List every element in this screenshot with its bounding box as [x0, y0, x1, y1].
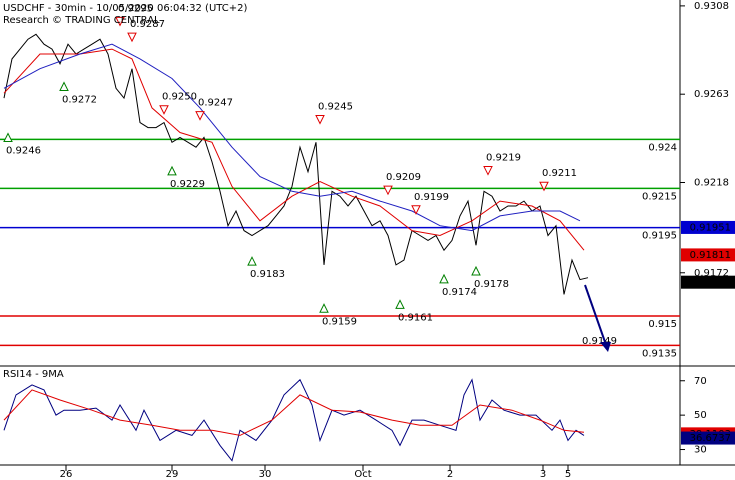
pivot-label: 0.9246 [6, 146, 41, 157]
value-box-label: 0.91811 [690, 250, 731, 261]
pivot-label: 0.9159 [322, 316, 357, 327]
series-line [3, 33, 589, 295]
pivot-marker [411, 205, 421, 215]
value-box-label: 36.6737 [690, 433, 731, 444]
pivot-marker [315, 115, 325, 125]
pivot-marker [539, 181, 549, 192]
main-panel: 0.9308 0.9263 0.9218 0.9172 0.924 0.9215 0.919… [0, 1, 735, 359]
y-tick-label: 30 [694, 445, 707, 456]
x-tick-label: 26 [60, 469, 73, 480]
value-box [681, 275, 735, 289]
value-box [681, 220, 735, 234]
y-tick-label: 0.9218 [694, 178, 729, 189]
pivot-label: 0.9199 [414, 192, 449, 203]
y-tick-label: 0.9172 [694, 268, 729, 279]
pivot-marker [159, 105, 169, 115]
forecast-arrow [584, 284, 606, 343]
pivot-marker [195, 111, 205, 121]
value-box [681, 248, 735, 262]
pivot-marker [127, 32, 137, 43]
pivot-label: 0.9178 [474, 279, 509, 290]
pivot-label: 0.9161 [398, 312, 433, 323]
x-tick-label: 30 [259, 469, 272, 480]
value-box-label: 0.91672 [690, 277, 731, 288]
pivot-marker [395, 299, 405, 309]
pivot-marker [247, 256, 257, 266]
pivot-label: 0.9211 [542, 168, 577, 179]
pivot-marker [483, 166, 493, 176]
value-box-label: 0.91951 [690, 222, 731, 233]
pivot-label: 0.9245 [318, 102, 353, 113]
pivot-label: 0.9149 [582, 336, 617, 347]
y-tick-label: 70 [694, 376, 707, 387]
value-box [681, 431, 735, 445]
level-label: 0.9135 [642, 348, 677, 359]
chart-title: USDCHF - 30min - 10/05/2020 06:04:32 (UT… [3, 3, 248, 14]
y-tick-label: 50 [694, 410, 707, 421]
series-line [3, 48, 585, 251]
pivot-marker [319, 303, 329, 313]
rsi-panel: 70503039.110336.6737 [3, 376, 735, 462]
pivot-marker [167, 165, 177, 176]
rsi-title: RSI14 - 9MA [3, 369, 64, 380]
pivot-marker [59, 81, 69, 92]
pivot-label: 0.9209 [386, 172, 421, 183]
pivot-label: 0.9229 [170, 179, 205, 190]
level-label: 0.915 [648, 319, 677, 330]
pivot-marker [115, 16, 125, 27]
pivot-label: 0.9247 [198, 98, 233, 109]
level-label: 0.924 [648, 142, 677, 153]
pivot-marker [3, 132, 13, 143]
x-tick-label: Oct [354, 469, 371, 480]
pivot-label: 0.9183 [250, 269, 285, 280]
y-tick-label: 0.9308 [694, 1, 729, 12]
pivot-label: 0.9174 [442, 287, 477, 298]
pivot-marker [471, 265, 481, 276]
pivot-label: 0.9287 [130, 19, 165, 30]
series-line [3, 389, 585, 436]
pivot-label: 0.9272 [62, 95, 97, 106]
pivot-label: 0.9219 [486, 153, 521, 164]
x-tick-label: 3 [540, 469, 546, 480]
chart-subtitle: Research © TRADING CENTRAL [3, 15, 160, 26]
level-label: 0.9215 [642, 191, 677, 202]
pivot-marker [383, 185, 393, 196]
x-tick-label: 5 [565, 469, 571, 480]
x-tick-label: 29 [166, 469, 179, 480]
pivot-label: 0.9295 [118, 3, 153, 14]
level-label: 0.9195 [642, 231, 677, 242]
x-tick-label: 2 [447, 469, 453, 480]
pivot-label: 0.9250 [162, 92, 197, 103]
series-line [3, 43, 581, 232]
arrow-head [600, 342, 611, 352]
y-tick-label: 0.9263 [694, 89, 729, 100]
series-line [3, 378, 585, 462]
pivot-marker [439, 273, 449, 284]
